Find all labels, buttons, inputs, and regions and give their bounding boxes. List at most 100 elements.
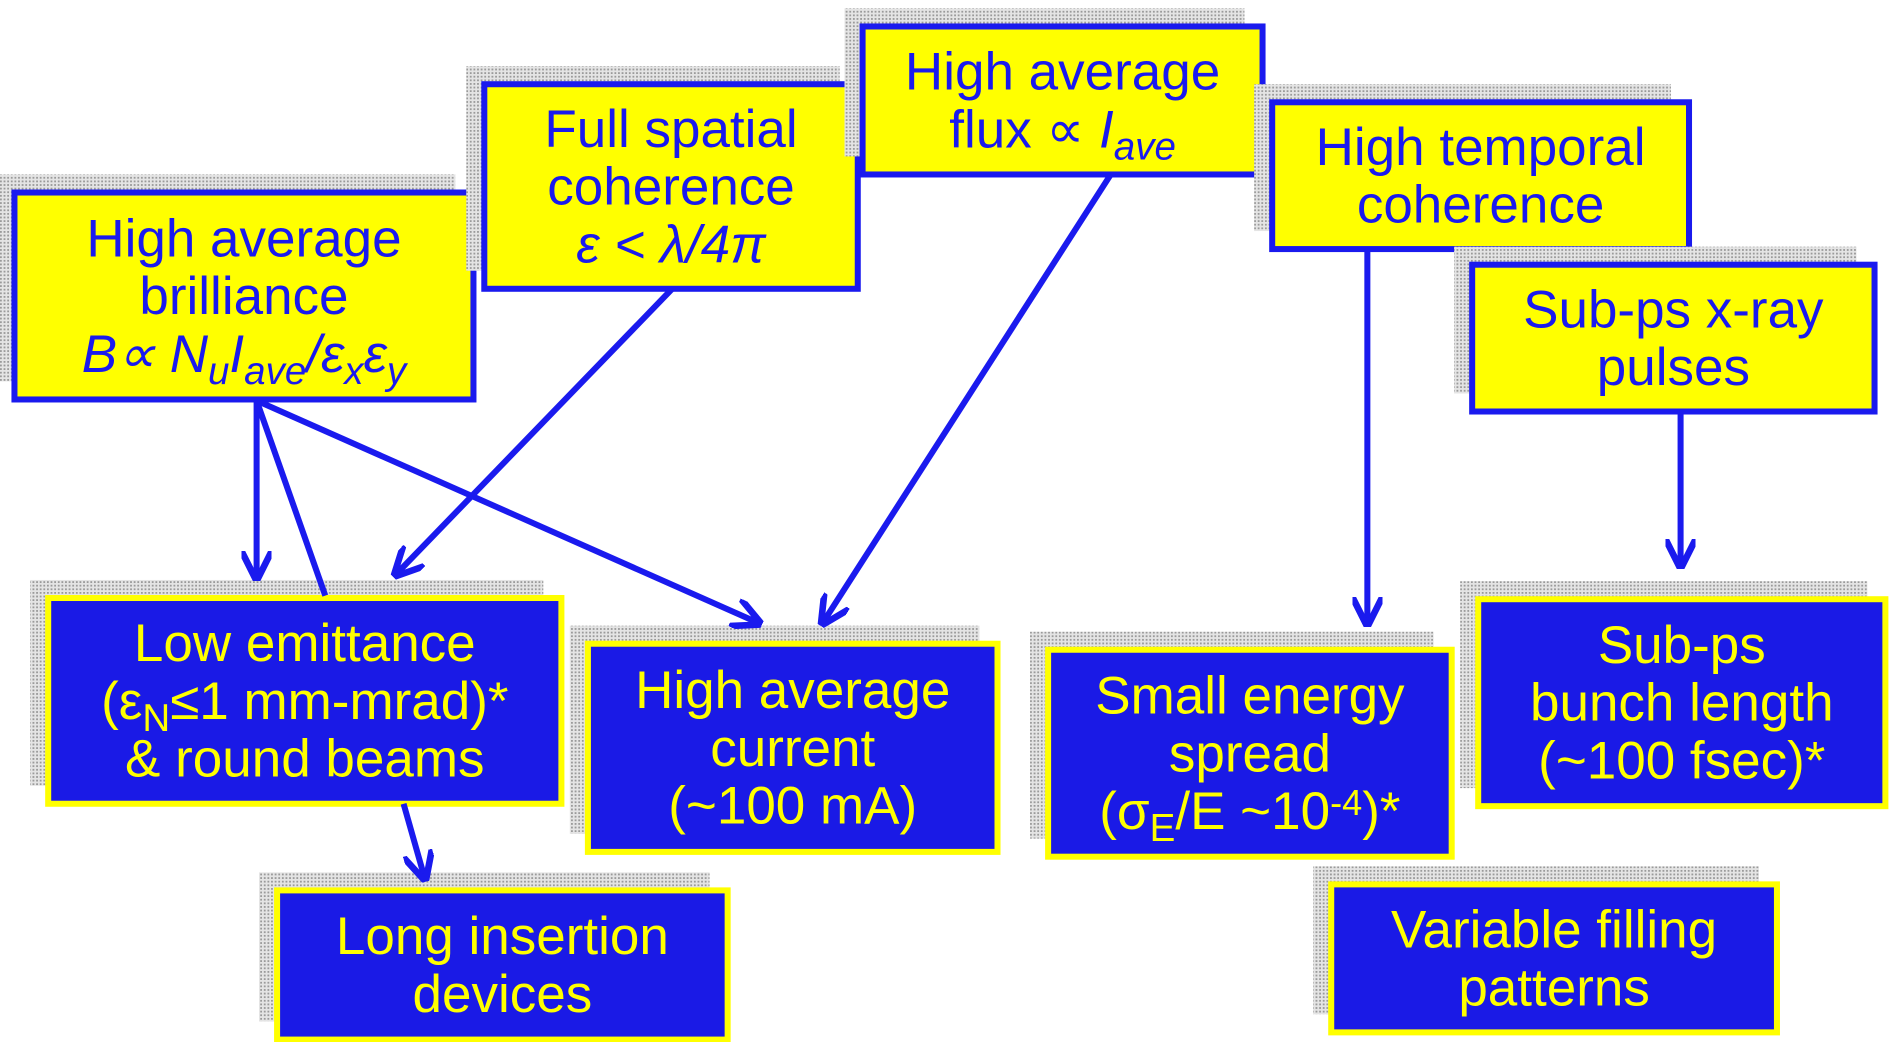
text-run: Low emittance xyxy=(134,614,476,673)
text-run: High average xyxy=(86,209,401,268)
text-run: /ε xyxy=(303,325,345,384)
text-run: & round beams xyxy=(125,730,484,789)
node-label: Sub-ps x-ray xyxy=(1523,280,1824,339)
text-run: coherence xyxy=(547,158,795,217)
node-label: (~100 fsec)* xyxy=(1538,732,1825,791)
arrow xyxy=(253,399,329,597)
node-label: B∝ NuIave/εxεy xyxy=(82,325,409,393)
text-run: patterns xyxy=(1458,958,1650,1017)
text-run: devices xyxy=(413,965,593,1024)
text-run: spread xyxy=(1169,724,1331,783)
node: Low emittance(εN≤1 mm-mrad)*& round beam… xyxy=(30,579,565,807)
text-run: brilliance xyxy=(139,267,348,326)
text-run: (~100 mA) xyxy=(668,777,917,836)
node-label: (~100 mA) xyxy=(668,777,917,836)
node-label: spread xyxy=(1169,724,1331,783)
node-label: (εN≤1 mm-mrad)* xyxy=(101,672,508,740)
node-label: High average xyxy=(635,661,950,720)
text-run: y xyxy=(384,350,409,393)
text-run: High temporal xyxy=(1316,118,1646,177)
arrow xyxy=(398,286,675,573)
text-run: pulses xyxy=(1597,338,1750,397)
text-run: ε xyxy=(364,325,388,384)
node-label: coherence xyxy=(547,158,795,217)
arrow xyxy=(400,802,424,876)
text-run: (ε xyxy=(101,672,142,731)
box xyxy=(1475,596,1889,810)
box xyxy=(481,81,861,292)
arrow xyxy=(824,172,1114,620)
text-run: N xyxy=(142,697,170,740)
text-run: Full spatial xyxy=(544,100,797,159)
text-run: flux ∝ xyxy=(949,100,1099,159)
text-run: ≤1 mm-mrad)* xyxy=(170,672,508,731)
text-run: Variable filling xyxy=(1391,901,1717,960)
text-run: Sub-ps xyxy=(1598,616,1766,675)
text-run: E xyxy=(1150,807,1176,850)
box xyxy=(1469,261,1878,415)
node-label: flux ∝ Iave xyxy=(949,100,1176,168)
box xyxy=(11,189,477,403)
text-run: ε < λ/4π xyxy=(576,215,767,274)
arrows xyxy=(253,172,1681,876)
node-label: ε < λ/4π xyxy=(576,215,767,274)
node-label: Full spatial xyxy=(544,100,797,159)
text-run: (~100 fsec)* xyxy=(1538,732,1825,791)
text-run: current xyxy=(710,719,875,778)
text-run: coherence xyxy=(1357,176,1605,235)
box xyxy=(274,887,731,1043)
node-label: devices xyxy=(413,965,593,1024)
text-run: Long insertion xyxy=(336,907,669,966)
node-label: High average xyxy=(86,209,401,268)
node-label: coherence xyxy=(1357,176,1605,235)
text-run: /E ~10 xyxy=(1175,782,1330,841)
arrow xyxy=(255,397,757,622)
text-run: I xyxy=(229,325,244,384)
node-label: Sub-ps xyxy=(1598,616,1766,675)
text-run: ave xyxy=(244,350,306,393)
text-run: High average xyxy=(635,661,950,720)
text-run: High average xyxy=(905,43,1220,102)
node-label: brilliance xyxy=(139,267,348,326)
text-run: ave xyxy=(1114,125,1176,168)
box xyxy=(1269,99,1693,253)
node-label: patterns xyxy=(1458,958,1650,1017)
node-label: & round beams xyxy=(125,730,484,789)
node-label: High temporal xyxy=(1316,118,1646,177)
box xyxy=(45,594,565,807)
text-run: x xyxy=(342,350,365,393)
text-run: B∝ N xyxy=(82,325,209,384)
text-run: I xyxy=(1099,100,1114,159)
node-label: (σE/E ~10-4)* xyxy=(1099,782,1400,850)
text-run: Sub-ps x-ray xyxy=(1523,280,1824,339)
box xyxy=(859,23,1266,178)
box xyxy=(584,640,1001,855)
node-label: Small energy xyxy=(1095,667,1405,726)
node-label: bunch length xyxy=(1530,674,1834,733)
node-label: Low emittance xyxy=(134,614,476,673)
box xyxy=(1328,881,1780,1036)
text-run: Small energy xyxy=(1095,667,1405,726)
text-run: bunch length xyxy=(1530,674,1834,733)
text-run: -4 xyxy=(1330,782,1362,823)
node-label: pulses xyxy=(1597,338,1750,397)
text-run: (σ xyxy=(1099,782,1149,841)
node-label: Long insertion xyxy=(336,907,669,966)
node-label: Variable filling xyxy=(1391,901,1717,960)
text-run: )* xyxy=(1362,782,1400,841)
node-label: current xyxy=(710,719,875,778)
text-run: u xyxy=(208,350,229,393)
box xyxy=(1045,646,1455,860)
